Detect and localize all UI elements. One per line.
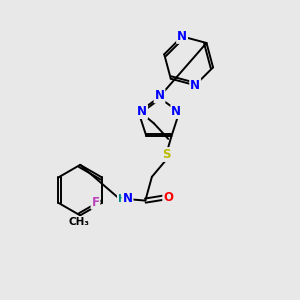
Text: F: F [92, 196, 100, 209]
Text: O: O [163, 191, 173, 204]
Text: N: N [177, 30, 187, 43]
Text: N: N [171, 105, 181, 118]
Text: N: N [122, 192, 133, 205]
Text: N: N [137, 105, 147, 118]
Text: H: H [118, 194, 127, 203]
Text: S: S [162, 148, 170, 161]
Text: CH₃: CH₃ [69, 217, 90, 227]
Text: N: N [154, 89, 164, 102]
Text: N: N [190, 79, 200, 92]
